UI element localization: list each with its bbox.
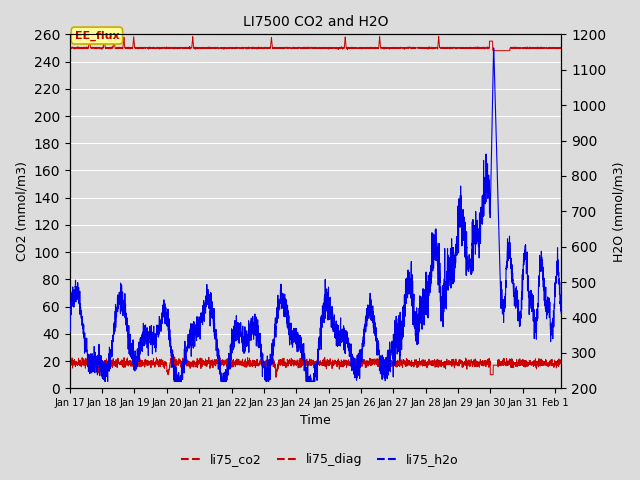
Legend: li75_co2, li75_diag, li75_h2o: li75_co2, li75_diag, li75_h2o: [177, 448, 463, 471]
Title: LI7500 CO2 and H2O: LI7500 CO2 and H2O: [243, 15, 388, 29]
Y-axis label: H2O (mmol/m3): H2O (mmol/m3): [612, 161, 625, 262]
Y-axis label: CO2 (mmol/m3): CO2 (mmol/m3): [15, 161, 28, 261]
X-axis label: Time: Time: [300, 414, 331, 427]
Text: EE_flux: EE_flux: [75, 30, 119, 41]
